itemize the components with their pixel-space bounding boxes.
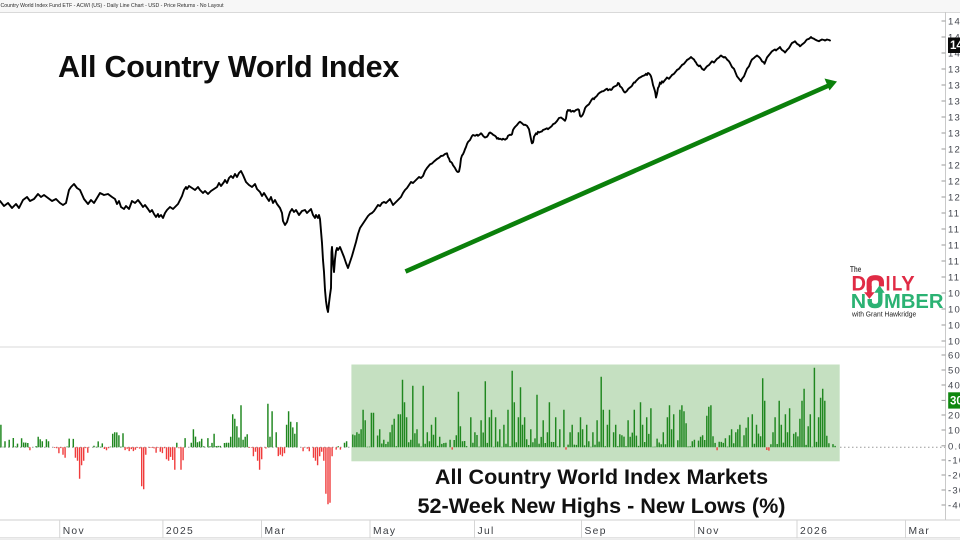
svg-text:130.00: 130.00	[948, 129, 960, 140]
svg-text:-30.0: -30.0	[948, 486, 960, 497]
svg-text:N: N	[851, 290, 866, 313]
svg-text:I: I	[886, 271, 891, 295]
svg-text:145.00: 145.00	[948, 17, 960, 28]
svg-text:Mar: Mar	[909, 526, 931, 537]
svg-text:10.0: 10.0	[948, 426, 960, 437]
svg-text:111.00: 111.00	[948, 273, 960, 284]
svg-text:Y: Y	[901, 271, 914, 295]
svg-text:50.0: 50.0	[948, 366, 960, 377]
svg-text:105.00: 105.00	[948, 321, 960, 332]
svg-text:143.97: 143.97	[950, 40, 960, 52]
svg-text:121.00: 121.00	[948, 193, 960, 204]
svg-text:0.0: 0.0	[948, 441, 960, 452]
svg-text:115.00: 115.00	[948, 241, 960, 252]
svg-text:40.0: 40.0	[948, 381, 960, 392]
svg-text:107.00: 107.00	[948, 305, 960, 316]
svg-text:141.00: 141.00	[948, 49, 960, 60]
svg-text:124.00: 124.00	[948, 177, 960, 188]
svg-text:Sep: Sep	[585, 526, 607, 537]
svg-text:with Grant Hawkridge: with Grant Hawkridge	[851, 310, 916, 319]
svg-text:103.00: 103.00	[948, 337, 960, 348]
svg-text:MBER: MBER	[884, 290, 944, 313]
svg-text:Nov: Nov	[698, 526, 720, 537]
svg-text:D: D	[852, 271, 867, 295]
svg-text:139.00: 139.00	[948, 65, 960, 76]
svg-text:109.00: 109.00	[948, 289, 960, 300]
svg-text:117.00: 117.00	[948, 225, 960, 236]
svg-text:126.00: 126.00	[948, 161, 960, 172]
svg-text:L: L	[892, 271, 902, 295]
svg-text:-20.0: -20.0	[948, 471, 960, 482]
svg-text:20.0: 20.0	[948, 411, 960, 422]
svg-text:May: May	[373, 526, 396, 537]
svg-text:Nov: Nov	[63, 526, 85, 537]
svg-text:128.00: 128.00	[948, 145, 960, 156]
svg-text:119.00: 119.00	[948, 209, 960, 220]
svg-text:2025: 2025	[166, 526, 194, 537]
svg-text:137.00: 137.00	[948, 81, 960, 92]
svg-text:132.00: 132.00	[948, 113, 960, 124]
svg-text:Jul: Jul	[478, 526, 495, 537]
svg-text:2026: 2026	[800, 526, 828, 537]
svg-text:-10.0: -10.0	[948, 456, 960, 467]
svg-text:-40.0: -40.0	[948, 501, 960, 512]
svg-text:The: The	[850, 265, 862, 274]
svg-text:113.00: 113.00	[948, 257, 960, 268]
svg-text:60.0: 60.0	[948, 351, 960, 362]
svg-text:30.4: 30.4	[950, 396, 960, 408]
svg-text:134.00: 134.00	[948, 97, 960, 108]
svg-text:Mar: Mar	[265, 526, 287, 537]
